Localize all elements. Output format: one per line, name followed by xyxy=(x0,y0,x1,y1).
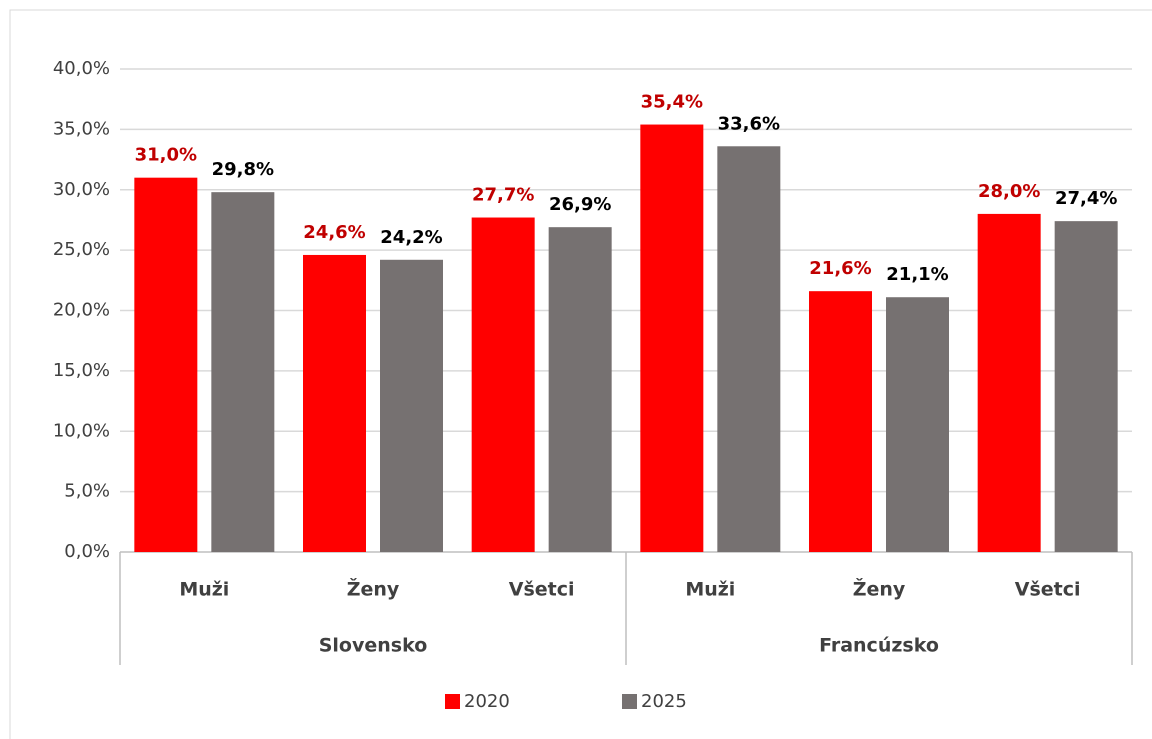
y-tick-label: 10,0% xyxy=(53,420,110,441)
y-tick-label: 0,0% xyxy=(64,541,110,562)
data-label: 27,7% xyxy=(472,185,534,206)
y-tick-label: 25,0% xyxy=(53,239,110,260)
data-label: 29,8% xyxy=(212,159,274,180)
legend-swatch xyxy=(622,694,637,709)
chart-frame xyxy=(9,9,1152,739)
y-tick-label: 15,0% xyxy=(53,360,110,381)
x-tick-label: Ženy xyxy=(853,578,906,601)
x-tick-label: Ženy xyxy=(347,578,400,601)
legend-label: 2020 xyxy=(464,691,510,712)
data-label: 35,4% xyxy=(641,92,703,113)
x-tick-label: Všetci xyxy=(1015,579,1081,601)
y-tick-label: 40,0% xyxy=(53,58,110,79)
y-tick-label: 30,0% xyxy=(53,179,110,200)
x-tick-label: Muži xyxy=(685,579,735,601)
bar xyxy=(717,146,781,552)
bar xyxy=(303,254,366,552)
data-label: 28,0% xyxy=(978,181,1040,202)
y-tick-label: 20,0% xyxy=(53,300,110,321)
legend-label: 2025 xyxy=(641,691,687,712)
y-tick-label: 35,0% xyxy=(53,118,110,139)
group-label: Francúzsko xyxy=(819,635,939,657)
bar xyxy=(977,213,1041,552)
bar xyxy=(809,291,872,552)
bar xyxy=(640,124,704,553)
bar xyxy=(471,217,535,552)
bar xyxy=(1054,221,1118,552)
data-label: 21,1% xyxy=(886,264,948,285)
bar xyxy=(134,177,198,553)
data-label: 24,2% xyxy=(380,227,442,248)
data-label: 26,9% xyxy=(549,194,611,215)
y-tick-label: 5,0% xyxy=(64,481,110,502)
x-tick-label: Všetci xyxy=(509,579,575,601)
data-label: 33,6% xyxy=(718,113,780,134)
data-label: 21,6% xyxy=(809,258,871,279)
bar xyxy=(548,227,612,552)
data-label: 31,0% xyxy=(135,145,197,166)
x-tick-label: Muži xyxy=(179,579,229,601)
bar xyxy=(886,297,949,552)
data-label: 24,6% xyxy=(303,222,365,243)
data-label: 27,4% xyxy=(1055,188,1117,209)
bar xyxy=(211,192,275,553)
legend-swatch xyxy=(445,694,460,709)
bar xyxy=(380,259,443,552)
group-label: Slovensko xyxy=(319,635,428,657)
